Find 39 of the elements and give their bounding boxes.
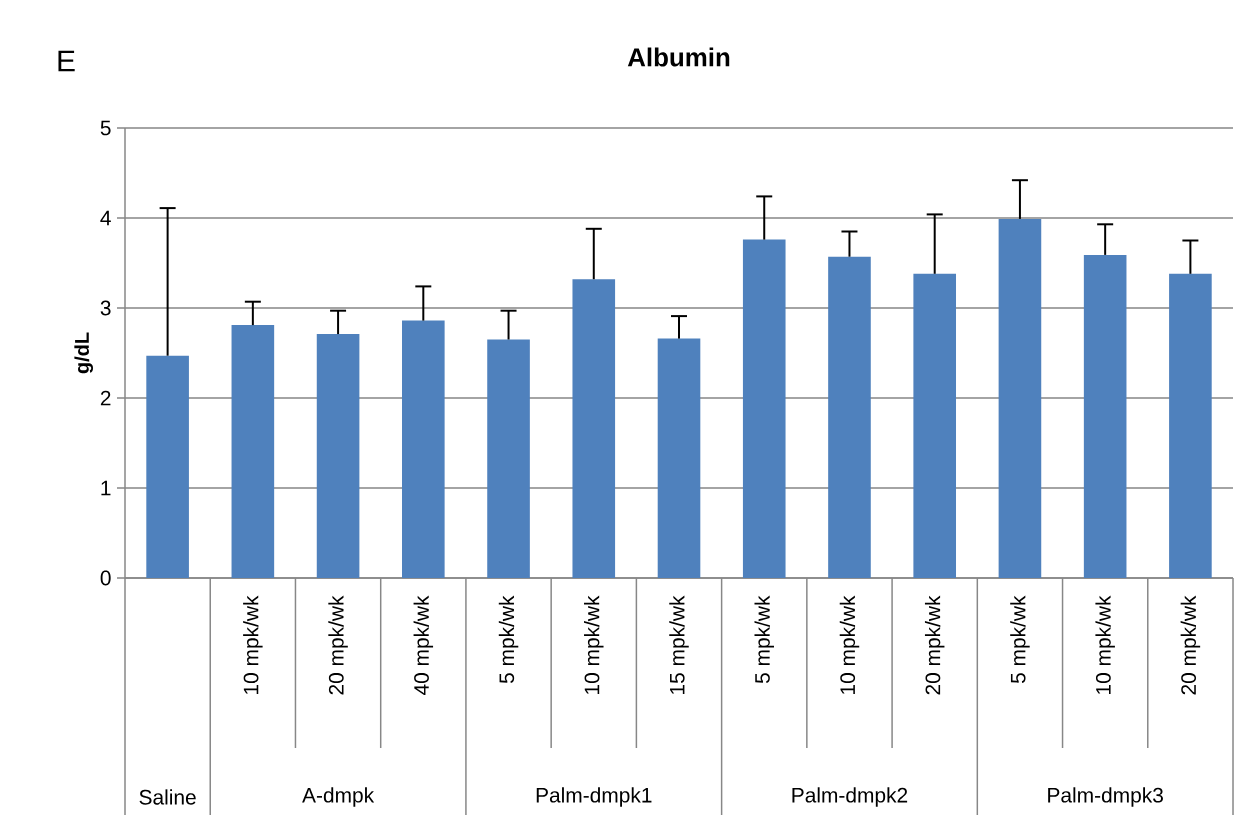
x-tick-label: 5 mpk/wk: [498, 595, 519, 684]
x-tick-label: 10 mpk/wk: [584, 595, 604, 694]
bar: [657, 338, 701, 578]
text: A-dmpk: [302, 787, 375, 807]
x-tick-label: 20 mpk/wk: [328, 595, 348, 695]
y-tick-label: 1: [101, 480, 111, 496]
text: Palm-dmpk3: [1048, 787, 1163, 807]
bar: [231, 325, 275, 578]
bar: [487, 339, 530, 578]
bar: [572, 279, 616, 578]
text: E: [58, 50, 75, 72]
y-tick-label: 3: [100, 300, 111, 316]
bar: [146, 355, 189, 578]
text: Saline: [139, 789, 196, 805]
y-axis-title: g/dL: [74, 332, 93, 374]
x-tick-label: 15 mpk/wk: [669, 595, 689, 694]
bar: [402, 320, 445, 578]
chart-title: Albumin: [627, 47, 730, 67]
x-tick-label: 10 mpk/wk: [1095, 595, 1115, 694]
bar: [828, 256, 871, 578]
y-tick-label: 0: [100, 570, 111, 586]
x-tick-label: 40 mpk/wk: [413, 595, 434, 696]
bar: [316, 334, 360, 578]
y-tick-label: 4: [100, 210, 111, 226]
y-tick-label: 5: [100, 120, 111, 136]
bar: [742, 239, 786, 578]
x-tick-label: 5 mpk/wk: [1010, 595, 1030, 684]
bar: [1083, 254, 1127, 578]
text: Palm-dmpk1: [536, 787, 652, 807]
bar: [1169, 273, 1212, 578]
x-tick-label: 20 mpk/wk: [1180, 595, 1201, 695]
x-tick-label: 10 mpk/wk: [243, 595, 263, 694]
bar: [998, 218, 1042, 578]
bar: [913, 273, 957, 578]
x-tick-label: 10 mpk/wk: [839, 595, 860, 694]
y-tick-label: 2: [100, 390, 111, 406]
x-tick-label: 5 mpk/wk: [754, 595, 774, 684]
text: Palm-dmpk2: [792, 787, 908, 807]
x-tick-label: 20 mpk/wk: [924, 595, 945, 695]
